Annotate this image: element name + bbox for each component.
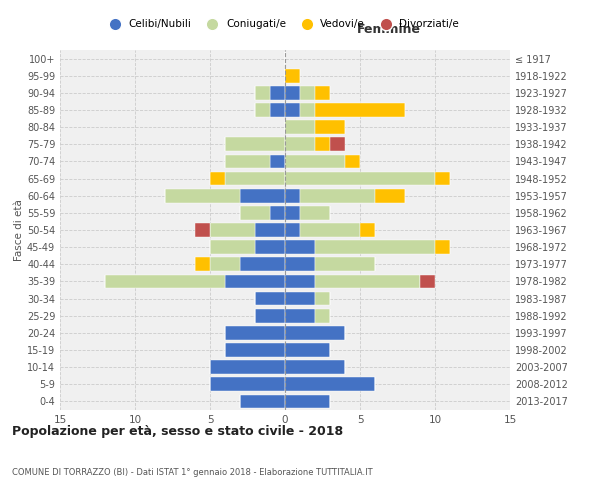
Bar <box>165 189 240 202</box>
Bar <box>270 206 285 220</box>
Bar <box>285 360 345 374</box>
Bar <box>315 240 435 254</box>
Bar <box>375 189 405 202</box>
Bar <box>195 223 210 237</box>
Bar <box>285 326 345 340</box>
Bar <box>315 86 330 100</box>
Bar <box>315 138 330 151</box>
Bar <box>210 172 225 185</box>
Bar <box>435 172 450 185</box>
Bar <box>255 309 285 322</box>
Bar <box>285 86 300 100</box>
Bar <box>255 223 285 237</box>
Bar <box>330 138 345 151</box>
Bar <box>105 274 225 288</box>
Bar <box>285 292 315 306</box>
Y-axis label: Fasce di età: Fasce di età <box>14 199 24 261</box>
Bar <box>285 206 300 220</box>
Bar <box>255 86 270 100</box>
Bar <box>210 258 240 271</box>
Bar <box>225 154 270 168</box>
Bar <box>240 394 285 408</box>
Bar <box>285 394 330 408</box>
Bar <box>270 86 285 100</box>
Bar <box>225 138 285 151</box>
Bar <box>240 258 285 271</box>
Bar <box>360 223 375 237</box>
Bar <box>240 189 285 202</box>
Bar <box>285 258 315 271</box>
Bar <box>315 120 345 134</box>
Bar <box>210 360 285 374</box>
Bar <box>315 309 330 322</box>
Bar <box>285 189 300 202</box>
Bar <box>225 172 285 185</box>
Bar <box>300 189 375 202</box>
Bar <box>195 258 210 271</box>
Bar <box>285 69 300 82</box>
Bar <box>225 343 285 357</box>
Bar <box>225 326 285 340</box>
Bar <box>300 206 330 220</box>
Bar <box>225 274 285 288</box>
Bar <box>270 154 285 168</box>
Bar <box>285 138 315 151</box>
Bar <box>285 172 435 185</box>
Bar <box>240 206 270 220</box>
Bar <box>285 154 345 168</box>
Bar <box>210 240 255 254</box>
Bar <box>300 223 360 237</box>
Bar <box>210 378 285 391</box>
Legend: Celibi/Nubili, Coniugati/e, Vedovi/e, Divorziati/e: Celibi/Nubili, Coniugati/e, Vedovi/e, Di… <box>101 15 463 34</box>
Bar <box>315 274 420 288</box>
Bar <box>300 86 315 100</box>
Bar <box>420 274 435 288</box>
Bar <box>270 103 285 117</box>
Bar <box>285 378 375 391</box>
Bar <box>435 240 450 254</box>
Text: COMUNE DI TORRAZZO (BI) - Dati ISTAT 1° gennaio 2018 - Elaborazione TUTTITALIA.I: COMUNE DI TORRAZZO (BI) - Dati ISTAT 1° … <box>12 468 373 477</box>
Bar <box>345 154 360 168</box>
Bar <box>255 240 285 254</box>
Bar <box>315 292 330 306</box>
Bar <box>315 258 375 271</box>
Bar <box>315 103 405 117</box>
Text: Femmine: Femmine <box>356 22 421 36</box>
Bar <box>285 274 315 288</box>
Bar <box>285 240 315 254</box>
Bar <box>285 309 315 322</box>
Bar <box>285 120 315 134</box>
Bar <box>285 343 330 357</box>
Bar <box>255 103 270 117</box>
Bar <box>255 292 285 306</box>
Text: Popolazione per età, sesso e stato civile - 2018: Popolazione per età, sesso e stato civil… <box>12 425 343 438</box>
Bar <box>285 103 300 117</box>
Bar <box>300 103 315 117</box>
Bar <box>210 223 255 237</box>
Bar <box>285 223 300 237</box>
